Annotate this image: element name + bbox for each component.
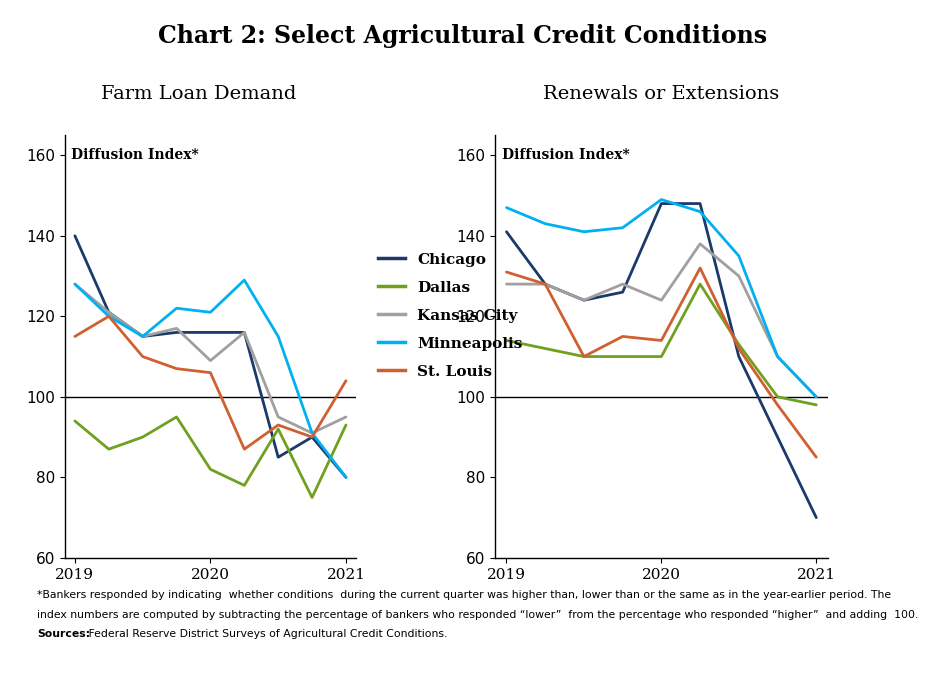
Text: Diffusion Index*: Diffusion Index* [70, 148, 198, 162]
Text: Sources:: Sources: [37, 629, 90, 639]
Text: *Bankers responded by indicating  whether conditions  during the current quarter: *Bankers responded by indicating whether… [37, 590, 891, 600]
Text: Diffusion Index*: Diffusion Index* [501, 148, 629, 162]
Legend: Chicago, Dallas, Kansas City, Minneapolis, St. Louis: Chicago, Dallas, Kansas City, Minneapoli… [377, 252, 523, 379]
Text: Federal Reserve District Surveys of Agricultural Credit Conditions.: Federal Reserve District Surveys of Agri… [85, 629, 448, 639]
Text: Chart 2: Select Agricultural Credit Conditions: Chart 2: Select Agricultural Credit Cond… [158, 24, 767, 49]
Text: Renewals or Extensions: Renewals or Extensions [543, 85, 780, 103]
Text: Farm Loan Demand: Farm Loan Demand [101, 85, 297, 103]
Text: index numbers are computed by subtracting the percentage of bankers who responde: index numbers are computed by subtractin… [37, 610, 919, 620]
